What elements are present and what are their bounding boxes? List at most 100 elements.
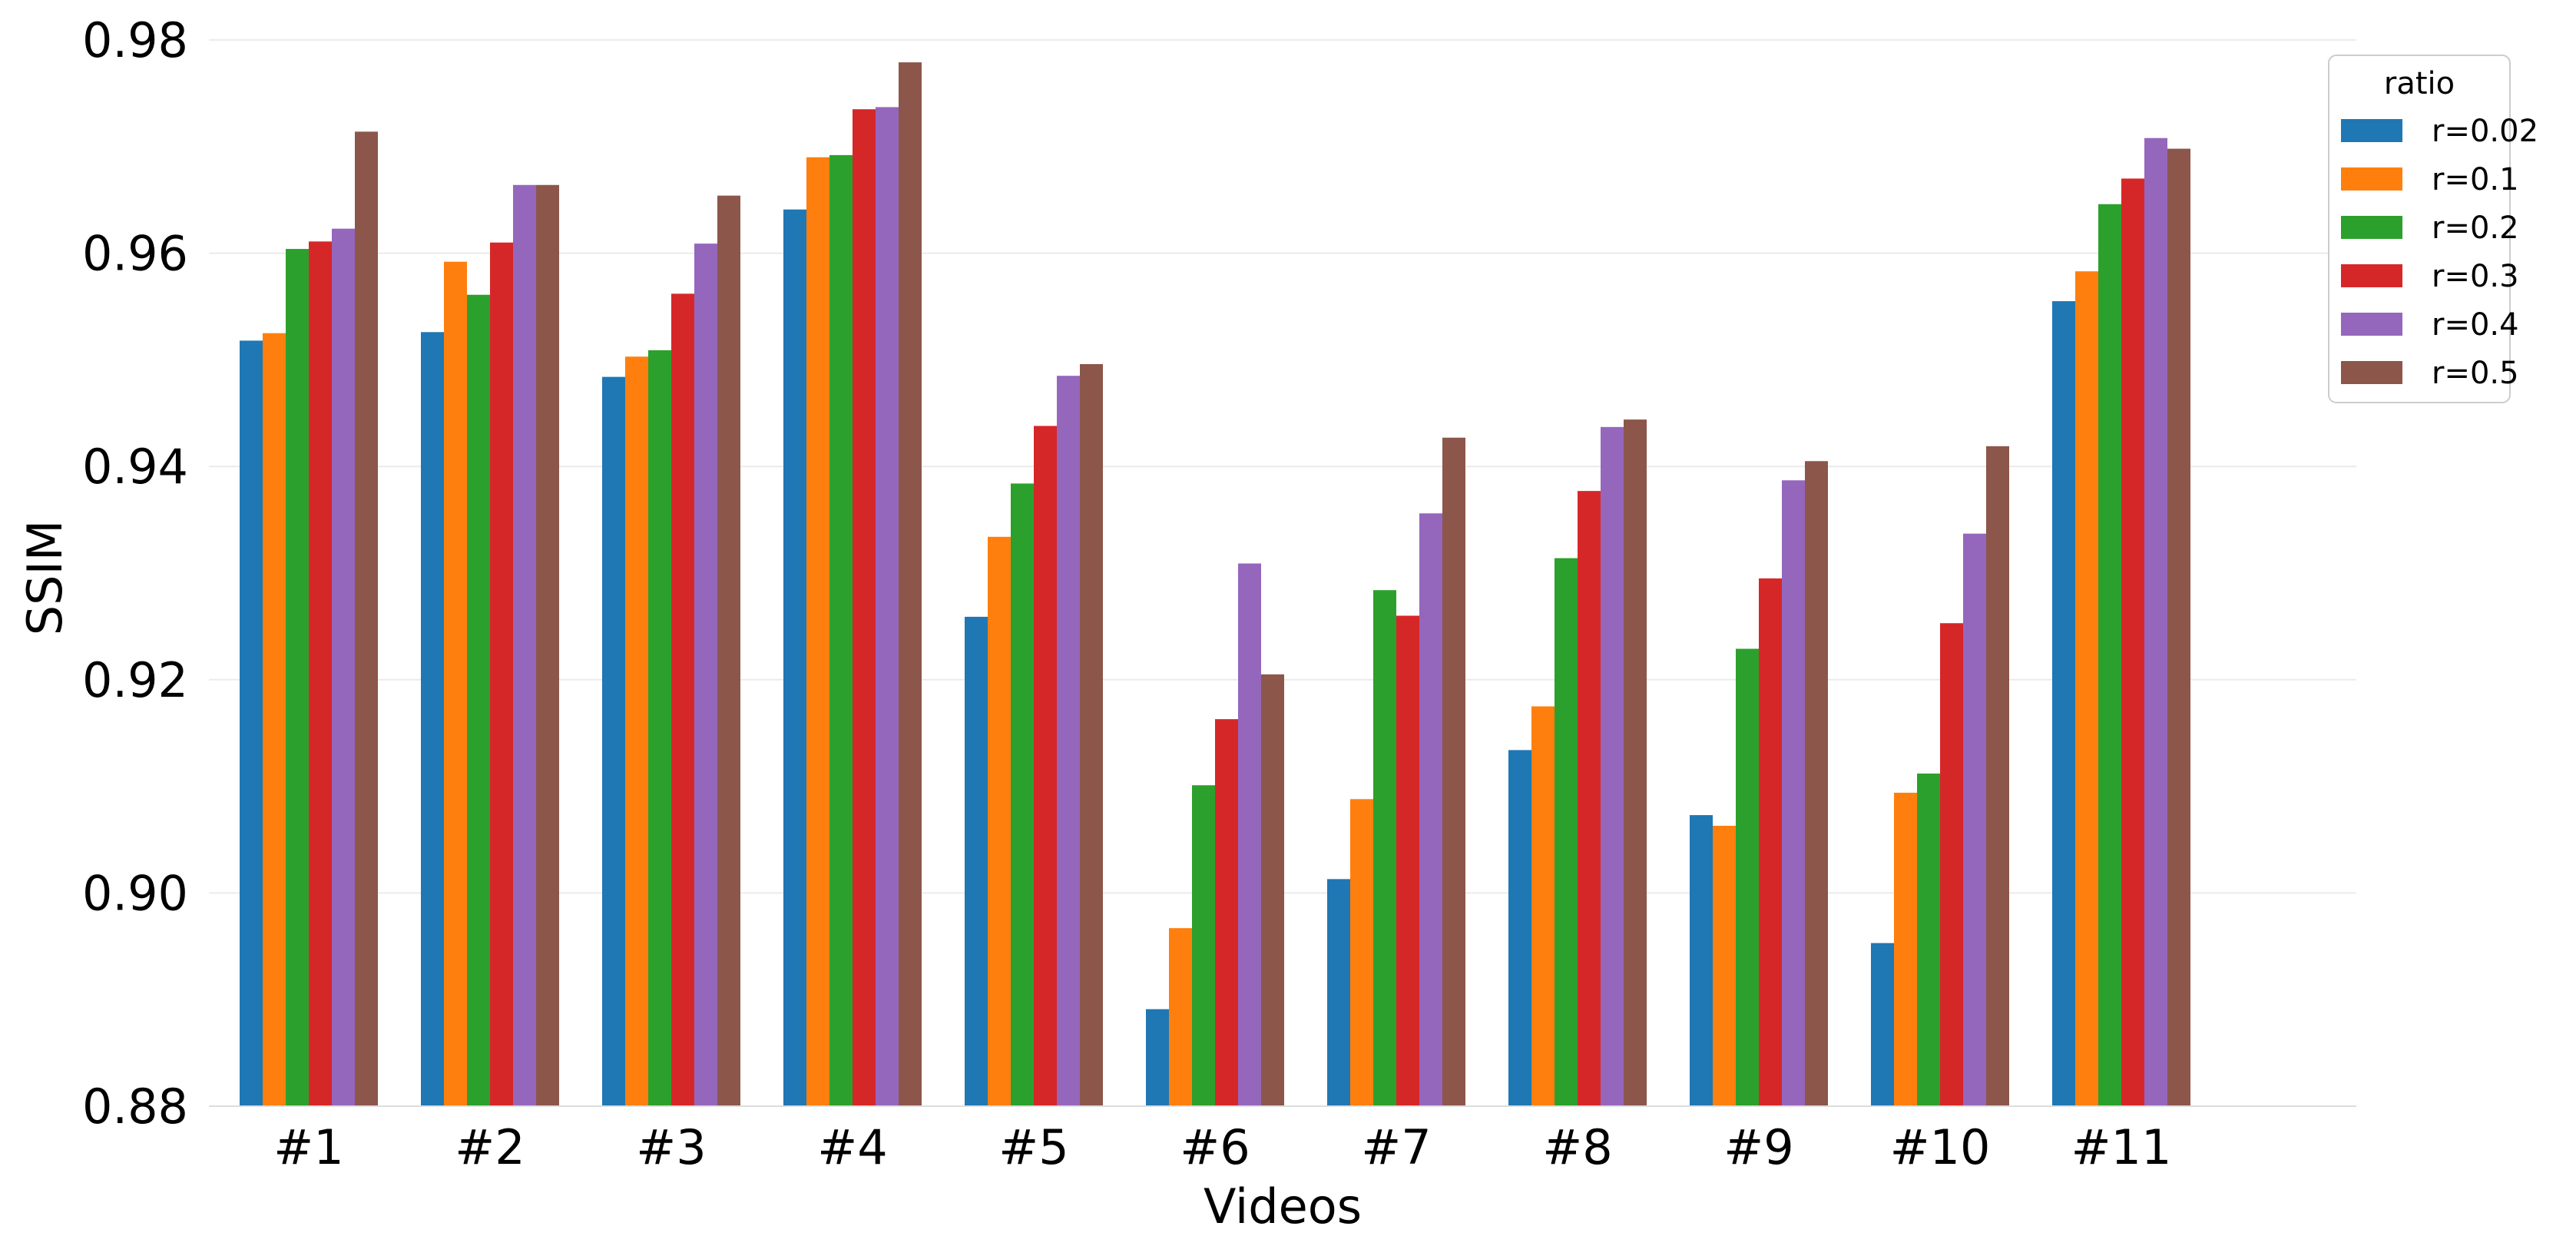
bar	[876, 107, 899, 1107]
bar	[1261, 674, 1284, 1106]
bar	[1555, 558, 1578, 1106]
bar	[240, 340, 263, 1106]
bar	[1215, 719, 1238, 1106]
bar	[1578, 491, 1601, 1106]
y-tick-label: 0.98	[82, 12, 188, 68]
legend-swatch	[2341, 216, 2402, 239]
legend-swatch	[2341, 119, 2402, 142]
legend-swatch	[2341, 361, 2402, 384]
bar	[965, 616, 988, 1106]
legend-label: r=0.1	[2432, 162, 2519, 197]
x-tick-label: #9	[1723, 1119, 1793, 1175]
bar	[2167, 148, 2190, 1106]
legend-label: r=0.3	[2432, 259, 2519, 294]
bar	[490, 242, 513, 1107]
x-tick-label: #3	[636, 1119, 706, 1175]
bar	[2075, 271, 2098, 1106]
bar	[1759, 578, 1782, 1106]
x-tick-label: #1	[273, 1119, 343, 1175]
bar	[1169, 928, 1192, 1106]
bar	[1238, 563, 1261, 1106]
bar	[625, 356, 648, 1107]
x-tick-label: #10	[1890, 1119, 1991, 1175]
bar	[444, 261, 467, 1107]
x-tick-label: #4	[817, 1119, 887, 1175]
bar	[1736, 648, 1759, 1106]
bar	[602, 376, 625, 1106]
bar	[1963, 533, 1986, 1106]
legend-swatch	[2341, 264, 2402, 287]
bar	[1894, 792, 1917, 1106]
legend-title: ratio	[2384, 66, 2455, 101]
bar	[1782, 480, 1805, 1106]
x-tick-label: #7	[1361, 1119, 1431, 1175]
bar	[783, 209, 806, 1106]
bar	[332, 228, 355, 1106]
y-tick-label: 0.88	[82, 1079, 188, 1135]
bar	[1350, 799, 1373, 1106]
bar	[286, 249, 309, 1107]
bar	[2098, 204, 2121, 1107]
y-tick-label: 0.92	[82, 652, 188, 708]
bar	[1986, 446, 2009, 1106]
bar	[1624, 419, 1647, 1106]
bar	[1146, 1009, 1169, 1106]
bar	[1690, 815, 1713, 1106]
bar	[1713, 825, 1736, 1106]
bar	[467, 294, 490, 1107]
legend-label: r=0.5	[2432, 356, 2519, 391]
bar	[648, 350, 671, 1107]
bar	[1531, 706, 1555, 1106]
x-axis-title: Videos	[1204, 1178, 1362, 1234]
bar	[988, 536, 1011, 1106]
bar	[1373, 590, 1396, 1106]
bar	[694, 244, 717, 1106]
legend-swatch	[2341, 167, 2402, 191]
bar	[1871, 943, 1894, 1106]
bar	[899, 62, 922, 1107]
bar	[1057, 376, 1080, 1107]
bar	[1011, 483, 1034, 1106]
legend: ratio r=0.02 r=0.1 r=0.2 r=0.3 r=0.4 r=0.5	[2328, 55, 2538, 403]
y-axis-title: SSIM	[17, 520, 73, 636]
bar	[1508, 750, 1531, 1106]
bar	[1327, 879, 1350, 1106]
bar	[1080, 363, 1103, 1106]
bar	[671, 293, 694, 1106]
bar	[806, 157, 829, 1107]
legend-items: r=0.02 r=0.1 r=0.2 r=0.3 r=0.4 r=0.5	[2341, 114, 2538, 391]
bar	[853, 109, 876, 1107]
bar	[421, 332, 444, 1106]
bar	[717, 195, 740, 1107]
bar	[1917, 773, 1940, 1106]
bar	[355, 131, 378, 1106]
legend-swatch	[2341, 313, 2402, 336]
y-tick-label: 0.90	[82, 865, 188, 921]
bar	[1034, 426, 1057, 1106]
bar	[1940, 623, 1963, 1106]
bar	[1419, 513, 1442, 1106]
bar	[1601, 426, 1624, 1106]
legend-label: r=0.2	[2432, 210, 2519, 246]
bar	[829, 154, 853, 1106]
bar	[2121, 178, 2144, 1107]
bar	[263, 333, 286, 1106]
bar	[2144, 138, 2167, 1106]
y-tick-label: 0.94	[82, 439, 188, 495]
bar	[2052, 301, 2075, 1106]
y-tick-label: 0.96	[82, 226, 188, 282]
x-tick-label: #11	[2071, 1119, 2172, 1175]
x-tick-label: #8	[1542, 1119, 1612, 1175]
bar	[1192, 785, 1215, 1106]
legend-label: r=0.02	[2432, 114, 2538, 149]
bar	[1442, 437, 1465, 1106]
x-tick-label: #5	[998, 1119, 1068, 1175]
x-tick-label: #6	[1180, 1119, 1250, 1175]
bar	[1805, 461, 1828, 1106]
x-tick-labels: #1 #2 #3 #4 #5 #6 #7 #8 #9 #10 #11	[273, 1119, 2171, 1175]
bar	[1396, 615, 1419, 1106]
x-tick-label: #2	[455, 1119, 525, 1175]
bar	[309, 241, 332, 1106]
bar	[513, 184, 536, 1106]
